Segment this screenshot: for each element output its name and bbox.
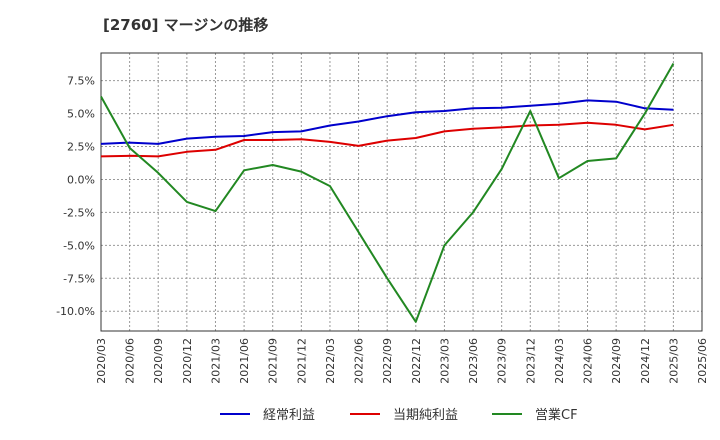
x-tick-label: 2020/09 — [152, 338, 165, 384]
x-tick-label: 2023/09 — [496, 338, 509, 384]
legend-label-1: 経常利益 — [263, 408, 315, 423]
x-tick-label: 2023/06 — [467, 338, 480, 384]
chart-title: [2760] マージンの推移 — [103, 16, 269, 34]
plot-frame — [100, 52, 703, 332]
series-line-3 — [100, 63, 675, 323]
x-tick-label: 2023/03 — [438, 338, 451, 384]
x-tick-label: 2024/06 — [582, 338, 595, 384]
series-line-2 — [100, 121, 674, 158]
y-tick-label: -10.0% — [56, 305, 95, 318]
x-tick-label: 2024/09 — [610, 338, 623, 384]
y-tick-label: -7.5% — [63, 272, 95, 285]
x-tick-label: 2023/12 — [524, 338, 537, 384]
y-tick-label: 0.0% — [67, 173, 95, 186]
y-tick-label: 5.0% — [67, 108, 95, 121]
y-tick-label: 2.5% — [67, 141, 95, 154]
x-tick-label: 2021/12 — [295, 338, 308, 384]
series-line-1 — [100, 99, 674, 145]
y-tick-label: -5.0% — [63, 239, 95, 252]
x-tick-label: 2022/06 — [353, 338, 366, 384]
x-tick-label: 2025/03 — [667, 338, 680, 384]
legend-label-3: 営業CF — [535, 407, 578, 423]
x-tick-label: 2020/03 — [95, 338, 108, 384]
y-tick-label: 7.5% — [67, 75, 95, 88]
x-tick-label: 2021/06 — [238, 338, 251, 384]
x-tick-label: 2021/03 — [209, 338, 222, 384]
x-tick-label: 2022/09 — [381, 338, 394, 384]
x-tick-label: 2021/09 — [267, 338, 280, 384]
x-tick-label: 2022/12 — [410, 338, 423, 384]
legend-label-2: 当期純利益 — [393, 408, 458, 423]
x-tick-label: 2024/12 — [639, 338, 652, 384]
x-tick-label: 2020/12 — [181, 338, 194, 384]
x-tick-label: 2022/03 — [324, 338, 337, 384]
y-tick-label: -2.5% — [63, 206, 95, 219]
x-tick-label: 2020/06 — [124, 338, 137, 384]
x-tick-label: 2025/06 — [696, 338, 709, 384]
x-tick-label: 2024/03 — [553, 338, 566, 384]
